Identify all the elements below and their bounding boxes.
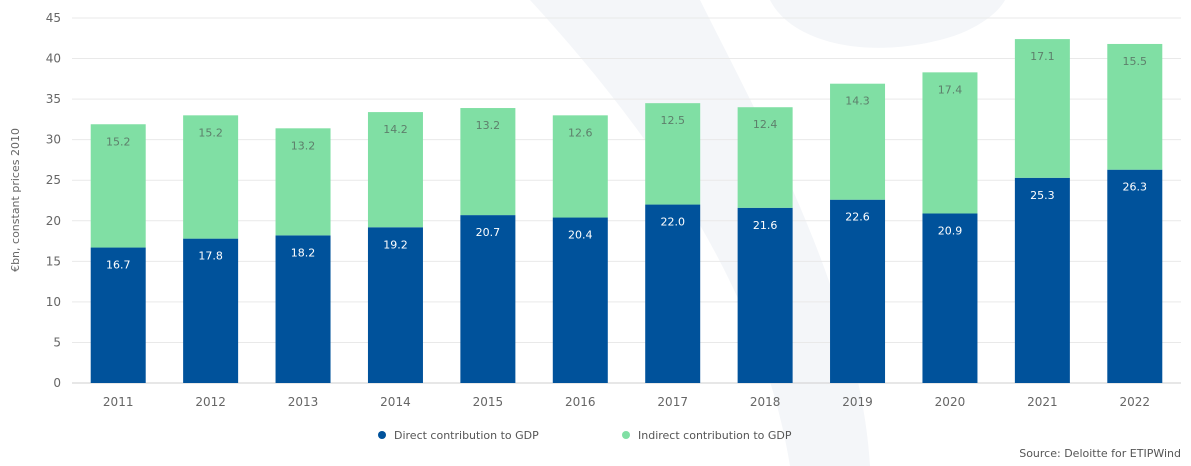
data-label: 20.9 — [938, 224, 963, 237]
x-tick-label: 2016 — [565, 395, 596, 409]
bar-segment — [367, 112, 423, 228]
legend: Direct contribution to GDP Indirect contr… — [378, 429, 792, 442]
data-label: 15.5 — [1123, 55, 1148, 68]
x-tick-label: 2020 — [935, 395, 966, 409]
data-label: 22.6 — [845, 211, 870, 224]
x-tick-label: 2014 — [380, 395, 411, 409]
bar-segment — [183, 238, 239, 383]
y-tick-label: 15 — [46, 254, 61, 268]
data-label: 17.1 — [1030, 50, 1055, 63]
x-tick-label: 2017 — [657, 395, 688, 409]
bar-segment — [645, 103, 701, 205]
y-tick-label: 0 — [53, 376, 61, 390]
source-note: Source: Deloitte for ETIPWind — [1019, 447, 1181, 460]
bar-segment — [183, 115, 239, 239]
bar-segment — [460, 108, 516, 216]
data-label: 21.6 — [753, 219, 778, 232]
x-axis-ticks: 2011 2012 2013 2014 2015 2016 2017 2018 2019 2020… — [103, 395, 1150, 409]
bar-segment — [645, 204, 701, 383]
bar-segment — [367, 227, 423, 383]
bar-segment — [90, 124, 146, 248]
y-axis-ticks: 0 5 10 15 20 25 30 35 40 45 — [46, 11, 61, 390]
x-tick-label: 2015 — [473, 395, 504, 409]
x-tick-label: 2019 — [842, 395, 873, 409]
data-label: 19.2 — [383, 238, 408, 251]
legend-marker — [622, 431, 630, 439]
data-label: 14.3 — [845, 95, 870, 108]
y-axis-label: €bn, constant prices 2010 — [9, 128, 22, 272]
bar-segment — [1014, 177, 1070, 383]
bar-segment — [830, 83, 886, 200]
data-label: 22.0 — [660, 216, 685, 229]
y-tick-label: 20 — [46, 214, 61, 228]
data-label: 13.2 — [476, 119, 501, 132]
bar-segment — [552, 115, 608, 218]
bar-segment — [275, 235, 331, 383]
bar-segment — [737, 107, 793, 208]
bar-segment — [460, 215, 516, 383]
x-tick-label: 2022 — [1120, 395, 1151, 409]
data-label: 12.6 — [568, 126, 593, 139]
bar-segment — [922, 72, 978, 214]
data-label: 17.4 — [938, 83, 963, 96]
x-tick-label: 2012 — [195, 395, 226, 409]
data-label: 20.4 — [568, 229, 593, 242]
bar-segment — [830, 199, 886, 383]
legend-marker — [378, 431, 386, 439]
x-tick-label: 2021 — [1027, 395, 1058, 409]
data-label: 12.4 — [753, 118, 778, 131]
bar-segment — [90, 247, 146, 383]
legend-label: Direct contribution to GDP — [394, 429, 539, 442]
data-label: 13.2 — [291, 139, 316, 152]
y-tick-label: 40 — [46, 52, 61, 66]
data-label: 17.8 — [198, 250, 223, 263]
bar-segment — [922, 213, 978, 383]
y-tick-label: 30 — [46, 133, 61, 147]
bar-segment — [275, 128, 331, 236]
bar-segment — [1107, 43, 1163, 170]
bar-segment — [737, 207, 793, 383]
data-label: 14.2 — [383, 123, 408, 136]
bar-segment — [1014, 39, 1070, 178]
y-tick-label: 45 — [46, 11, 61, 25]
data-label: 15.2 — [106, 135, 131, 148]
y-tick-label: 5 — [53, 335, 61, 349]
bar-segment — [1107, 169, 1163, 383]
y-tick-label: 25 — [46, 173, 61, 187]
data-label: 18.2 — [291, 246, 316, 259]
data-labels: 16.7 15.2 17.8 15.2 18.2 13.2 19.2 14.2 20.7 13.2… — [106, 50, 1147, 271]
bars — [90, 39, 1163, 383]
y-tick-label: 10 — [46, 295, 61, 309]
data-label: 26.3 — [1123, 181, 1148, 194]
data-label: 25.3 — [1030, 189, 1055, 202]
data-label: 16.7 — [106, 259, 131, 272]
x-tick-label: 2018 — [750, 395, 781, 409]
legend-label: Indirect contribution to GDP — [638, 429, 792, 442]
data-label: 12.5 — [660, 114, 685, 127]
bar-segment — [552, 217, 608, 383]
y-tick-label: 35 — [46, 92, 61, 106]
gridlines — [72, 17, 1181, 384]
data-label: 15.2 — [198, 126, 223, 139]
data-label: 20.7 — [476, 226, 501, 239]
x-tick-label: 2013 — [288, 395, 319, 409]
x-tick-label: 2011 — [103, 395, 134, 409]
